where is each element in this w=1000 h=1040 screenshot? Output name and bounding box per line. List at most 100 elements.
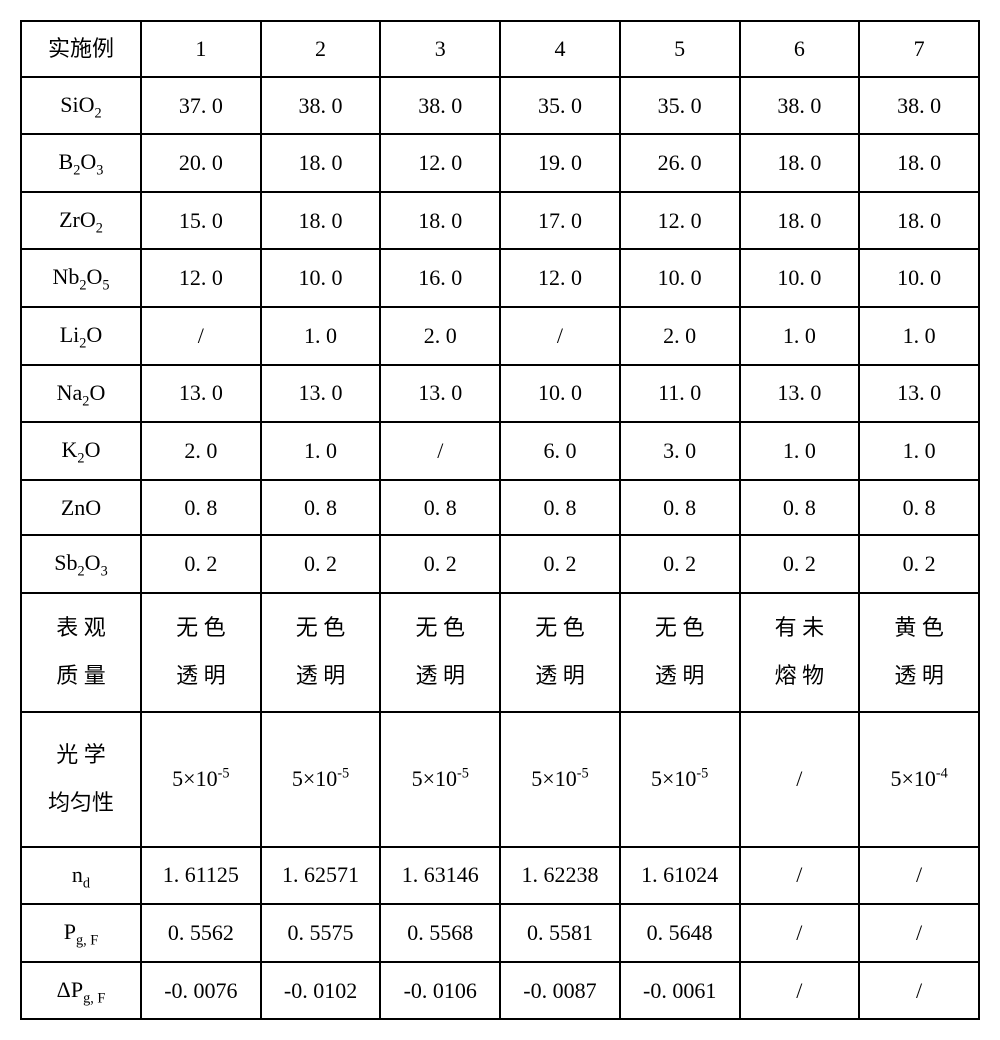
table-cell: 0. 2	[500, 535, 620, 593]
table-cell: -0. 0087	[500, 962, 620, 1020]
table-cell: 18. 0	[261, 192, 381, 250]
table-cell: 26. 0	[620, 134, 740, 192]
table-cell: 12. 0	[500, 249, 620, 307]
table-cell: 18. 0	[859, 192, 979, 250]
table-cell: 5×10-5	[500, 712, 620, 847]
table-cell: -0. 0061	[620, 962, 740, 1020]
data-table: 实施例1234567SiO237. 038. 038. 035. 035. 03…	[20, 20, 980, 1020]
row-label: SiO2	[21, 77, 141, 135]
table-cell: 12. 0	[141, 249, 261, 307]
table-cell: 18. 0	[380, 192, 500, 250]
table-row: 光 学均匀性5×10-55×10-55×10-55×10-55×10-5/5×1…	[21, 712, 979, 847]
table-cell: 12. 0	[620, 192, 740, 250]
table-cell: 0. 2	[380, 535, 500, 593]
table-cell: 13. 0	[859, 365, 979, 423]
table-cell: 0. 8	[500, 480, 620, 536]
table-cell: 黄 色透 明	[859, 593, 979, 712]
table-cell: 1. 63146	[380, 847, 500, 905]
table-cell: 0. 2	[141, 535, 261, 593]
table-cell: 无 色透 明	[500, 593, 620, 712]
table-cell: 18. 0	[740, 192, 860, 250]
table-cell: /	[740, 847, 860, 905]
table-row: Nb2O512. 010. 016. 012. 010. 010. 010. 0	[21, 249, 979, 307]
table-cell: 无 色透 明	[261, 593, 381, 712]
row-label: ZrO2	[21, 192, 141, 250]
header-col: 4	[500, 21, 620, 77]
table-cell: 0. 5575	[261, 904, 381, 962]
table-cell: 0. 8	[141, 480, 261, 536]
table-cell: 5×10-5	[141, 712, 261, 847]
table-cell: 11. 0	[620, 365, 740, 423]
table-cell: 有 未熔 物	[740, 593, 860, 712]
table-cell: 1. 0	[859, 307, 979, 365]
table-cell: 1. 62571	[261, 847, 381, 905]
table-cell: 0. 5581	[500, 904, 620, 962]
header-col: 1	[141, 21, 261, 77]
row-label: Sb2O3	[21, 535, 141, 593]
row-label: Pg, F	[21, 904, 141, 962]
table-cell: -0. 0076	[141, 962, 261, 1020]
table-cell: 1. 0	[859, 422, 979, 480]
table-cell: /	[740, 962, 860, 1020]
table-cell: 0. 5648	[620, 904, 740, 962]
table-cell: 3. 0	[620, 422, 740, 480]
table-cell: 13. 0	[380, 365, 500, 423]
table-cell: 37. 0	[141, 77, 261, 135]
table-cell: 38. 0	[859, 77, 979, 135]
header-label: 实施例	[21, 21, 141, 77]
table-cell: 0. 5562	[141, 904, 261, 962]
table-cell: 0. 8	[620, 480, 740, 536]
table-cell: -0. 0102	[261, 962, 381, 1020]
table-row: SiO237. 038. 038. 035. 035. 038. 038. 0	[21, 77, 979, 135]
table-cell: 0. 2	[620, 535, 740, 593]
table-cell: 0. 2	[740, 535, 860, 593]
table-cell: 18. 0	[859, 134, 979, 192]
table-cell: 38. 0	[261, 77, 381, 135]
table-cell: 1. 0	[740, 307, 860, 365]
table-cell: 13. 0	[261, 365, 381, 423]
table-cell: /	[141, 307, 261, 365]
table-cell: 0. 5568	[380, 904, 500, 962]
row-label: Li2O	[21, 307, 141, 365]
table-cell: /	[740, 712, 860, 847]
table-row: Sb2O30. 20. 20. 20. 20. 20. 20. 2	[21, 535, 979, 593]
table-cell: 0. 2	[261, 535, 381, 593]
table-row: ΔPg, F-0. 0076-0. 0102-0. 0106-0. 0087-0…	[21, 962, 979, 1020]
table-cell: 1. 0	[261, 307, 381, 365]
table-row: 表 观质 量无 色透 明无 色透 明无 色透 明无 色透 明无 色透 明有 未熔…	[21, 593, 979, 712]
table-cell: 0. 8	[740, 480, 860, 536]
table-cell: 13. 0	[141, 365, 261, 423]
table-body: 实施例1234567SiO237. 038. 038. 035. 035. 03…	[21, 21, 979, 1019]
table-row: ZnO0. 80. 80. 80. 80. 80. 80. 8	[21, 480, 979, 536]
table-row: nd1. 611251. 625711. 631461. 622381. 610…	[21, 847, 979, 905]
table-cell: 1. 61024	[620, 847, 740, 905]
header-col: 3	[380, 21, 500, 77]
table-cell: 5×10-4	[859, 712, 979, 847]
table-row: ZrO215. 018. 018. 017. 012. 018. 018. 0	[21, 192, 979, 250]
table-cell: /	[859, 904, 979, 962]
table-cell: 38. 0	[380, 77, 500, 135]
table-cell: 19. 0	[500, 134, 620, 192]
table-row: Pg, F0. 55620. 55750. 55680. 55810. 5648…	[21, 904, 979, 962]
table-cell: 0. 8	[859, 480, 979, 536]
table-cell: 无 色透 明	[380, 593, 500, 712]
table-cell: 16. 0	[380, 249, 500, 307]
table-cell: 0. 8	[380, 480, 500, 536]
table-cell: 35. 0	[620, 77, 740, 135]
header-col: 5	[620, 21, 740, 77]
table-cell: 10. 0	[859, 249, 979, 307]
table-cell: 10. 0	[740, 249, 860, 307]
table-cell: 10. 0	[620, 249, 740, 307]
table-cell: 0. 8	[261, 480, 381, 536]
table-cell: /	[859, 847, 979, 905]
row-label: 光 学均匀性	[21, 712, 141, 847]
table-cell: 0. 2	[859, 535, 979, 593]
table-cell: /	[380, 422, 500, 480]
table-row: B2O320. 018. 012. 019. 026. 018. 018. 0	[21, 134, 979, 192]
table-cell: 20. 0	[141, 134, 261, 192]
row-label: ZnO	[21, 480, 141, 536]
row-label: Na2O	[21, 365, 141, 423]
table-cell: 1. 62238	[500, 847, 620, 905]
table-cell: 10. 0	[500, 365, 620, 423]
table-cell: 2. 0	[620, 307, 740, 365]
